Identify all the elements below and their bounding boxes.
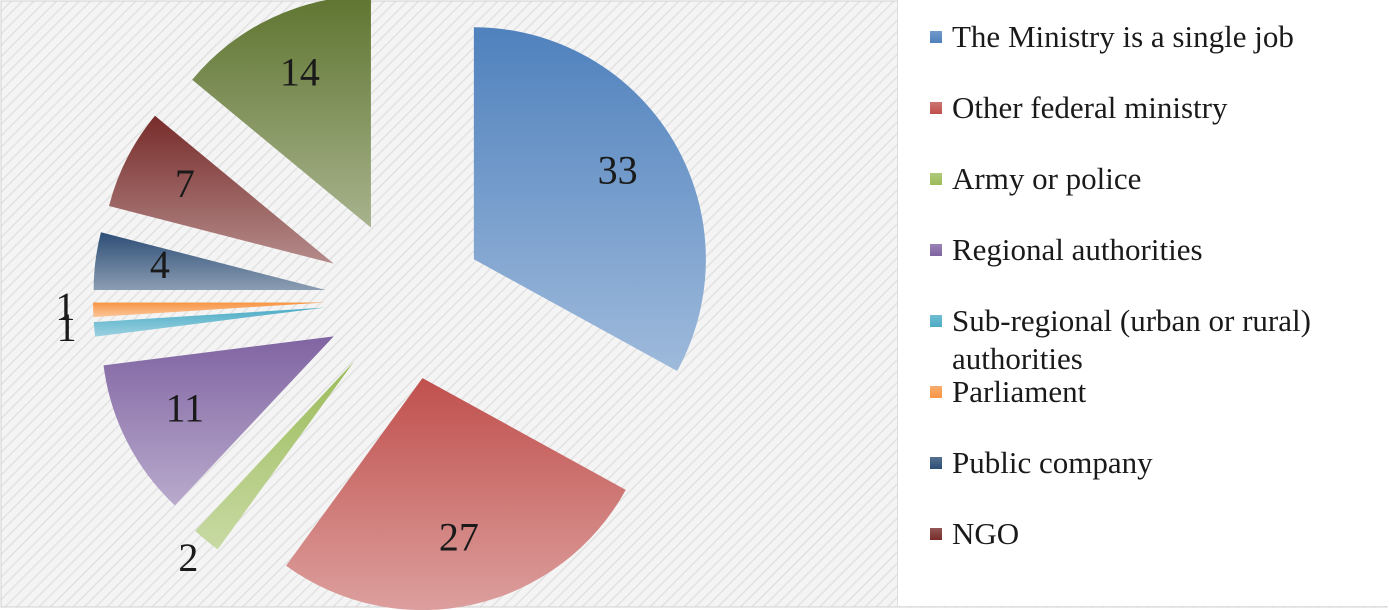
legend-swatch: [930, 528, 942, 540]
legend-label: Regional authorities: [952, 232, 1203, 267]
pie-slice: [286, 378, 626, 610]
legend-swatch: [930, 102, 942, 114]
legend-label: Sub-regional (urban or rural) authoritie…: [952, 303, 1311, 376]
pie-slice: [473, 27, 706, 372]
data-label: 11: [166, 385, 205, 430]
legend-swatch: [930, 31, 942, 43]
legend-swatch: [930, 244, 942, 256]
pie-slice: [93, 307, 326, 337]
data-label: 1: [57, 305, 77, 350]
data-label: 33: [598, 147, 638, 192]
data-label: 4: [150, 242, 170, 287]
legend-label: NGO: [952, 516, 1020, 551]
data-label: 2: [178, 535, 198, 580]
pie-slice: [93, 232, 326, 290]
data-label: 7: [175, 161, 195, 206]
legend-swatch: [930, 315, 942, 327]
data-label: 14: [280, 50, 320, 95]
data-label: 27: [439, 514, 479, 559]
legend: The Ministry is a single job Other federa…: [897, 0, 1388, 606]
legend-swatch: [930, 173, 942, 185]
pie-slice: [195, 361, 355, 550]
legend-swatch: [930, 457, 942, 469]
legend-label: Other federal ministry: [952, 90, 1228, 125]
legend-label: Parliament: [952, 374, 1087, 409]
pie-slice: [103, 336, 334, 506]
legend-swatch: [930, 386, 942, 398]
pie-slice: [192, 0, 371, 228]
data-label: 1: [55, 284, 75, 329]
pie-slice: [93, 302, 326, 318]
pie-slice: [109, 115, 334, 264]
legend-label: The Ministry is a single job: [952, 19, 1294, 54]
legend-label: Army or police: [952, 161, 1142, 196]
legend-label: Public company: [952, 445, 1153, 480]
